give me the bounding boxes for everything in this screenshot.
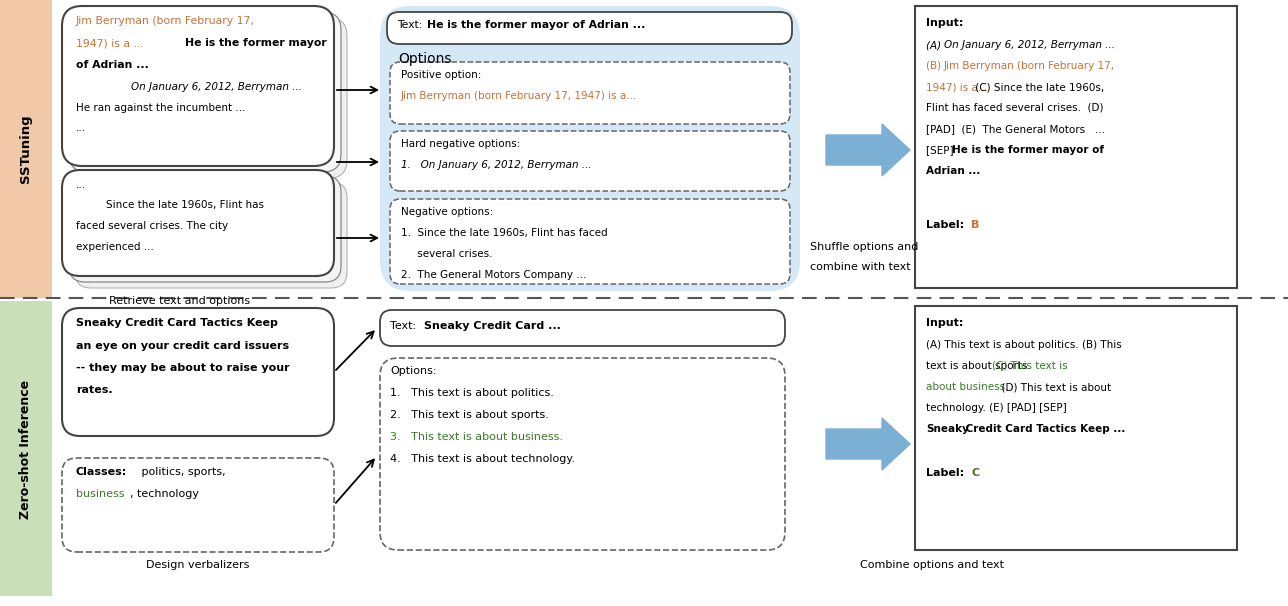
Text: technology. (E) [PAD] [SEP]: technology. (E) [PAD] [SEP] bbox=[926, 403, 1066, 413]
Text: Classes:: Classes: bbox=[76, 467, 128, 477]
Text: Options: Options bbox=[398, 52, 452, 66]
Text: ...: ... bbox=[76, 123, 86, 133]
Text: He is the former mayor: He is the former mayor bbox=[185, 38, 327, 48]
Bar bbox=[0, 0, 52, 298]
Text: Sneaky Credit Card Tactics Keep: Sneaky Credit Card Tactics Keep bbox=[76, 318, 278, 328]
Text: Negative options:: Negative options: bbox=[401, 207, 493, 217]
Text: business: business bbox=[76, 489, 125, 499]
Text: 3.   This text is about business.: 3. This text is about business. bbox=[390, 432, 563, 442]
Text: 2.   This text is about sports.: 2. This text is about sports. bbox=[390, 410, 549, 420]
Text: Jim Berryman (born February 17,: Jim Berryman (born February 17, bbox=[944, 61, 1115, 71]
Text: Sneaky Credit Card ...: Sneaky Credit Card ... bbox=[424, 321, 560, 331]
FancyBboxPatch shape bbox=[62, 458, 334, 552]
Text: an eye on your credit card issuers: an eye on your credit card issuers bbox=[76, 341, 289, 351]
FancyBboxPatch shape bbox=[75, 182, 346, 288]
FancyArrow shape bbox=[826, 124, 911, 176]
Text: 1.   On January 6, 2012, Berryman ...: 1. On January 6, 2012, Berryman ... bbox=[401, 160, 591, 170]
Text: 1947) is a ...: 1947) is a ... bbox=[76, 38, 147, 48]
FancyBboxPatch shape bbox=[62, 170, 334, 276]
Text: several crises.: several crises. bbox=[401, 249, 492, 259]
FancyBboxPatch shape bbox=[390, 131, 790, 191]
Text: Label:: Label: bbox=[926, 220, 969, 230]
FancyBboxPatch shape bbox=[75, 18, 346, 178]
Text: He ran against the incumbent ...: He ran against the incumbent ... bbox=[76, 103, 246, 113]
Text: experienced ...: experienced ... bbox=[76, 242, 153, 252]
Text: Combine options and text: Combine options and text bbox=[860, 560, 1005, 570]
FancyBboxPatch shape bbox=[380, 6, 800, 291]
Text: (C) This text is: (C) This text is bbox=[992, 361, 1068, 371]
Text: [PAD]  (E)  The General Motors   ...: [PAD] (E) The General Motors ... bbox=[926, 124, 1105, 134]
Text: 1947) is a...: 1947) is a... bbox=[926, 82, 988, 92]
Text: of Adrian ...: of Adrian ... bbox=[76, 60, 149, 70]
Text: SSTuning: SSTuning bbox=[19, 115, 32, 183]
Text: (A) This text is about politics. (B) This: (A) This text is about politics. (B) Thi… bbox=[926, 340, 1122, 350]
Bar bbox=[914, 6, 1236, 288]
Text: Label:: Label: bbox=[926, 468, 969, 478]
Text: He is the former mayor of: He is the former mayor of bbox=[952, 145, 1104, 155]
Text: On January 6, 2012, Berryman ...: On January 6, 2012, Berryman ... bbox=[944, 40, 1115, 50]
Text: about business.: about business. bbox=[926, 382, 1009, 392]
Text: C: C bbox=[971, 468, 979, 478]
FancyBboxPatch shape bbox=[70, 176, 341, 282]
FancyBboxPatch shape bbox=[62, 308, 334, 436]
Text: (B): (B) bbox=[926, 61, 944, 71]
Text: [SEP]: [SEP] bbox=[926, 145, 957, 155]
Text: He is the former mayor of Adrian ...: He is the former mayor of Adrian ... bbox=[428, 20, 645, 30]
Text: (D) This text is about: (D) This text is about bbox=[996, 382, 1112, 392]
Text: ...: ... bbox=[76, 180, 86, 190]
Text: Zero-shot Inference: Zero-shot Inference bbox=[19, 379, 32, 519]
Text: -- they may be about to raise your: -- they may be about to raise your bbox=[76, 363, 290, 373]
Text: Sneaky: Sneaky bbox=[926, 424, 969, 434]
Text: Retrieve text and options: Retrieve text and options bbox=[109, 296, 251, 306]
FancyBboxPatch shape bbox=[386, 12, 792, 44]
Text: 1.   This text is about politics.: 1. This text is about politics. bbox=[390, 388, 554, 398]
FancyBboxPatch shape bbox=[390, 62, 790, 124]
Text: Options:: Options: bbox=[390, 366, 437, 376]
Bar bbox=[0, 301, 52, 596]
Text: B: B bbox=[971, 220, 979, 230]
FancyBboxPatch shape bbox=[62, 6, 334, 166]
Text: Hard negative options:: Hard negative options: bbox=[401, 139, 520, 149]
FancyBboxPatch shape bbox=[390, 199, 790, 284]
Text: Text:: Text: bbox=[397, 20, 422, 30]
Text: 4.   This text is about technology.: 4. This text is about technology. bbox=[390, 454, 574, 464]
Text: Flint has faced several crises.  (D): Flint has faced several crises. (D) bbox=[926, 103, 1104, 113]
Text: Adrian ...: Adrian ... bbox=[926, 166, 980, 176]
FancyArrow shape bbox=[826, 418, 911, 470]
Text: (C) Since the late 1960s,: (C) Since the late 1960s, bbox=[972, 82, 1104, 92]
Text: combine with text: combine with text bbox=[810, 262, 911, 272]
Text: Jim Berryman (born February 17,: Jim Berryman (born February 17, bbox=[76, 16, 255, 26]
Text: Input:: Input: bbox=[926, 18, 963, 28]
Bar bbox=[914, 306, 1236, 550]
Text: faced several crises. The city: faced several crises. The city bbox=[76, 221, 228, 231]
Text: rates.: rates. bbox=[76, 385, 112, 395]
Text: On January 6, 2012, Berryman ...: On January 6, 2012, Berryman ... bbox=[131, 82, 301, 92]
Text: Jim Berryman (born February 17, 1947) is a...: Jim Berryman (born February 17, 1947) is… bbox=[401, 91, 638, 101]
Text: Credit Card Tactics Keep ...: Credit Card Tactics Keep ... bbox=[962, 424, 1126, 434]
FancyBboxPatch shape bbox=[70, 12, 341, 172]
Text: (A): (A) bbox=[926, 40, 944, 50]
FancyBboxPatch shape bbox=[380, 358, 784, 550]
Text: Since the late 1960s, Flint has: Since the late 1960s, Flint has bbox=[106, 200, 264, 210]
Text: , technology: , technology bbox=[130, 489, 200, 499]
Text: politics, sports,: politics, sports, bbox=[138, 467, 229, 477]
Text: Positive option:: Positive option: bbox=[401, 70, 482, 80]
FancyBboxPatch shape bbox=[380, 310, 784, 346]
Text: text is about sports.: text is about sports. bbox=[926, 361, 1034, 371]
Text: 2.  The General Motors Company ...: 2. The General Motors Company ... bbox=[401, 270, 586, 280]
Text: Text:: Text: bbox=[390, 321, 416, 331]
Text: 1.  Since the late 1960s, Flint has faced: 1. Since the late 1960s, Flint has faced bbox=[401, 228, 608, 238]
Text: Design verbalizers: Design verbalizers bbox=[147, 560, 250, 570]
Text: Shuffle options and: Shuffle options and bbox=[810, 242, 918, 252]
Text: Input:: Input: bbox=[926, 318, 963, 328]
